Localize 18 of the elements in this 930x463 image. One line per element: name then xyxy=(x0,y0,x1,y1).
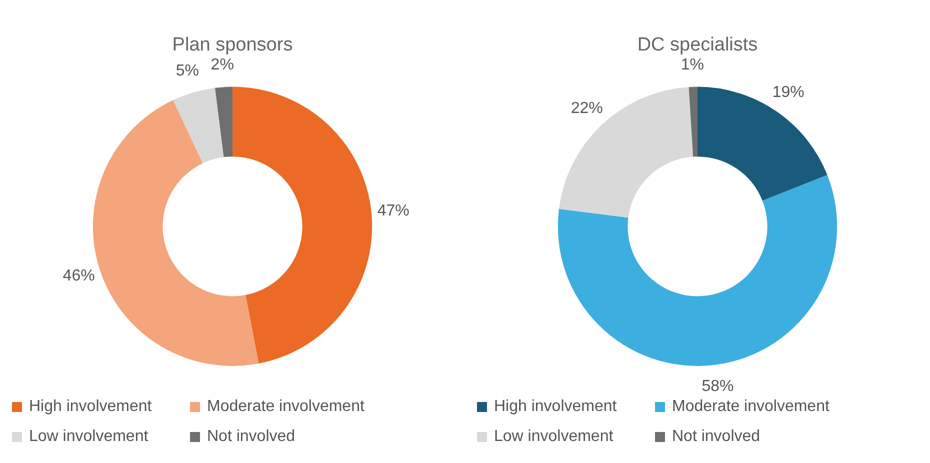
legend-label: Not involved xyxy=(672,428,760,446)
data-label: 2% xyxy=(210,56,234,74)
legend-label: High involvement xyxy=(29,398,152,416)
legend-label: Moderate involvement xyxy=(207,398,364,416)
legend-label: Moderate involvement xyxy=(672,398,830,416)
data-label: 5% xyxy=(176,62,199,80)
legend-label: Low involvement xyxy=(29,428,148,446)
data-label: 22% xyxy=(570,100,603,118)
chart-title: DC specialists xyxy=(637,34,758,56)
legend-label: High involvement xyxy=(494,398,617,416)
data-label: 19% xyxy=(772,84,804,102)
data-label: 47% xyxy=(377,202,410,220)
legend-label: Low involvement xyxy=(494,428,614,446)
data-label: 1% xyxy=(680,56,704,74)
data-label: 46% xyxy=(62,268,95,285)
data-label: 58% xyxy=(702,378,734,396)
legend-label: Not involved xyxy=(207,428,296,446)
chart-title: Plan sponsors xyxy=(172,34,293,56)
